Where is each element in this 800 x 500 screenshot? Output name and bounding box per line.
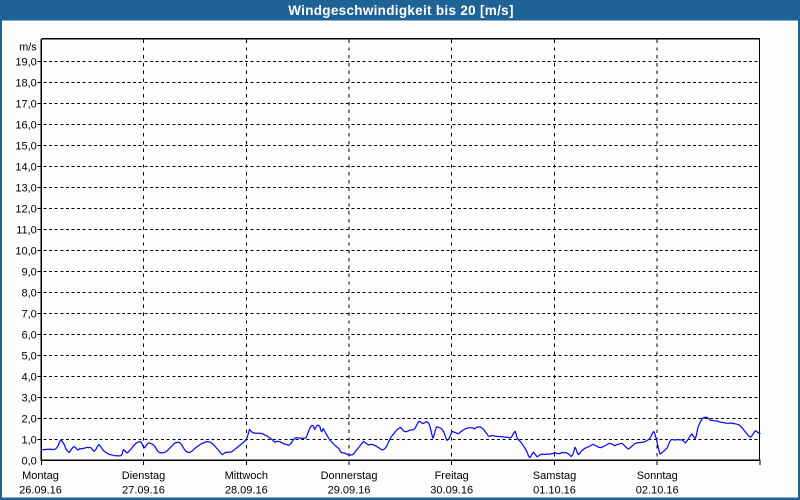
svg-text:26.09.16: 26.09.16 bbox=[19, 485, 62, 497]
svg-text:Mittwoch: Mittwoch bbox=[225, 470, 268, 482]
svg-text:8,0: 8,0 bbox=[22, 288, 37, 300]
svg-text:9,0: 9,0 bbox=[22, 267, 37, 279]
svg-text:Donnerstag: Donnerstag bbox=[321, 470, 378, 482]
svg-text:3,0: 3,0 bbox=[22, 393, 37, 405]
svg-text:01.10.16: 01.10.16 bbox=[533, 485, 576, 497]
svg-text:02.10.16: 02.10.16 bbox=[636, 485, 679, 497]
svg-text:15,0: 15,0 bbox=[15, 141, 36, 153]
svg-text:Dienstag: Dienstag bbox=[122, 470, 165, 482]
svg-text:19,0: 19,0 bbox=[15, 57, 36, 69]
svg-text:10,0: 10,0 bbox=[15, 246, 36, 258]
svg-text:30.09.16: 30.09.16 bbox=[430, 485, 473, 497]
svg-text:2,0: 2,0 bbox=[22, 414, 37, 426]
svg-text:13,0: 13,0 bbox=[15, 183, 36, 195]
svg-text:4,0: 4,0 bbox=[22, 372, 37, 384]
svg-text:5,0: 5,0 bbox=[22, 351, 37, 363]
svg-text:0,0: 0,0 bbox=[22, 456, 37, 468]
svg-text:Sonntag: Sonntag bbox=[637, 470, 678, 482]
svg-text:Samstag: Samstag bbox=[533, 470, 576, 482]
svg-text:Montag: Montag bbox=[22, 470, 59, 482]
svg-text:27.09.16: 27.09.16 bbox=[122, 485, 165, 497]
svg-text:28.09.16: 28.09.16 bbox=[225, 485, 268, 497]
svg-text:29.09.16: 29.09.16 bbox=[328, 485, 371, 497]
svg-text:12,0: 12,0 bbox=[15, 204, 36, 216]
svg-text:1,0: 1,0 bbox=[22, 435, 37, 447]
svg-text:m/s: m/s bbox=[19, 42, 37, 54]
svg-text:6,0: 6,0 bbox=[22, 330, 37, 342]
svg-text:7,0: 7,0 bbox=[22, 309, 37, 321]
svg-text:Freitag: Freitag bbox=[435, 470, 469, 482]
svg-text:11,0: 11,0 bbox=[16, 225, 37, 237]
svg-text:18,0: 18,0 bbox=[15, 78, 36, 90]
svg-text:16,0: 16,0 bbox=[15, 120, 36, 132]
svg-text:17,0: 17,0 bbox=[15, 99, 36, 111]
svg-text:Windgeschwindigkeit bis 20 [m/: Windgeschwindigkeit bis 20 [m/s] bbox=[288, 3, 514, 18]
svg-text:14,0: 14,0 bbox=[15, 162, 36, 174]
